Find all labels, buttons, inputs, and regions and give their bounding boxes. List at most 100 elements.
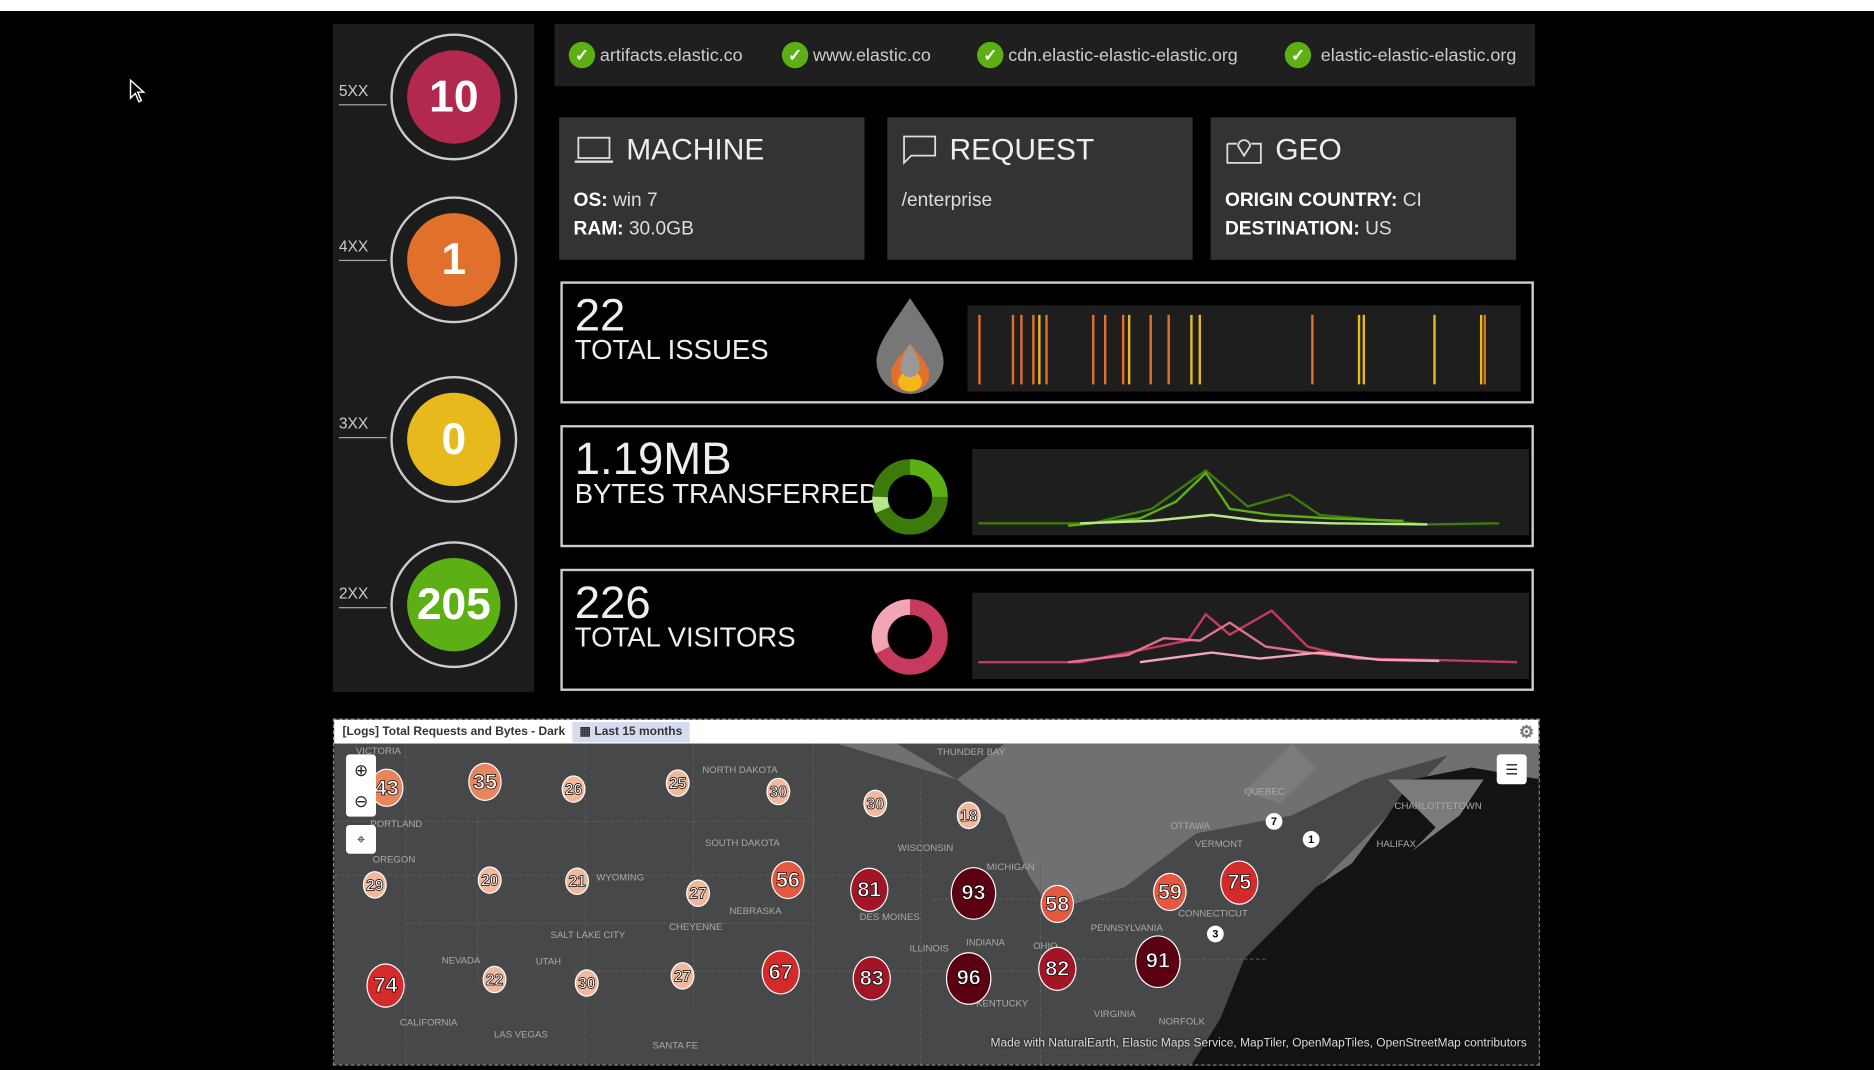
map-panel[interactable]: [Logs] Total Requests and Bytes - Dark ▦…	[332, 718, 1540, 1066]
map-cluster[interactable]: 21	[565, 867, 590, 896]
card-title: MACHINE	[626, 132, 765, 166]
status-count: 1	[407, 213, 501, 307]
map-place-label: WISCONSIN	[897, 842, 954, 854]
map-cluster[interactable]: 58	[1040, 884, 1075, 924]
map-cluster[interactable]: 75	[1220, 860, 1259, 905]
map-place-label: PORTLAND	[370, 818, 423, 830]
map-cluster[interactable]: 96	[945, 952, 992, 1005]
host-status-bar: ✓ artifacts.elastic.co ✓ www.elastic.co ✓ c…	[554, 23, 1536, 87]
gear-icon[interactable]: ⚙	[1518, 721, 1534, 741]
map-cluster[interactable]: 26	[561, 775, 586, 803]
map-cluster[interactable]: 30	[863, 789, 888, 818]
status-ring: 1	[390, 196, 518, 324]
map-cluster[interactable]: 27	[670, 962, 695, 990]
sparkline-series	[1139, 651, 1440, 664]
map-cluster[interactable]: 1	[1302, 830, 1320, 848]
metric-label: BYTES TRANSFERRED	[574, 477, 879, 509]
map-place-label: INDIANA	[966, 936, 1005, 948]
ram-value: 30.0GB	[628, 219, 694, 240]
zoom-out-button[interactable]: ⊖	[353, 790, 369, 811]
status-count: 205	[407, 557, 501, 652]
status-ring: 0	[390, 375, 518, 503]
bytes-donut	[872, 459, 948, 535]
map-place-label: NORFOLK	[1158, 1015, 1205, 1027]
map-place-label: SOUTH DAKOTA	[704, 837, 780, 849]
sparkline-series	[978, 469, 1500, 526]
status-label: 5XX	[338, 81, 369, 100]
host-name: artifacts.elastic.co	[599, 44, 743, 66]
metric-label: TOTAL VISITORS	[574, 621, 796, 653]
time-range-badge[interactable]: ▦ Last 15 months	[572, 721, 690, 742]
zoom-controls: ⊕ ⊖	[346, 754, 376, 817]
map-cluster[interactable]: 30	[766, 777, 791, 806]
map-cluster[interactable]: 29	[362, 871, 387, 899]
divider	[338, 104, 387, 106]
status-label: 3XX	[338, 414, 369, 433]
map-cluster[interactable]: 22	[482, 965, 507, 994]
map-cluster[interactable]: 91	[1135, 935, 1181, 988]
status-code-panel: 5XX 10 4XX 1 3XX 0 2XX 205	[332, 23, 535, 693]
map-cluster[interactable]: 83	[852, 956, 891, 1001]
map-cluster[interactable]: 67	[761, 950, 800, 995]
total-visitors-panel: 226 TOTAL VISITORS	[560, 568, 1534, 691]
host-item: ✓ elastic-elastic-elastic.org	[1284, 41, 1516, 69]
locate-button[interactable]: ⌖	[346, 825, 376, 854]
metric-value: 226	[574, 578, 651, 629]
check-icon: ✓	[781, 41, 809, 69]
zoom-in-button[interactable]: ⊕	[353, 759, 369, 779]
map-place-label: WYOMING	[596, 872, 645, 884]
origin-label: ORIGIN COUNTRY:	[1224, 190, 1398, 211]
map-cluster[interactable]: 27	[686, 879, 711, 908]
check-icon: ✓	[568, 41, 596, 69]
map-cluster[interactable]: 43	[369, 768, 404, 808]
request-card: REQUEST /enterprise	[887, 117, 1193, 260]
map-cluster[interactable]: 35	[468, 762, 502, 802]
map-cluster[interactable]: 59	[1153, 872, 1187, 912]
calendar-icon: ▦	[579, 725, 591, 739]
map-place-label: SALT LAKE CITY	[550, 929, 626, 941]
crosshair-icon: ⌖	[356, 830, 366, 848]
map-basemap	[334, 743, 1539, 1065]
map-cluster[interactable]: 81	[850, 867, 889, 912]
status-count: 0	[407, 392, 501, 487]
check-icon: ✓	[1284, 41, 1312, 69]
ram-label: RAM:	[573, 219, 624, 240]
visitors-donut	[871, 599, 948, 675]
bytes-transferred-panel: 1.19MB BYTES TRANSFERRED	[560, 425, 1534, 548]
host-name: www.elastic.co	[813, 44, 931, 66]
map-cluster[interactable]: 3	[1206, 925, 1224, 943]
status-ring: 205	[390, 541, 518, 669]
map-place-label: UTAH	[535, 956, 562, 967]
map-place-label: KENTUCKY	[976, 998, 1029, 1009]
metric-value: 22	[574, 290, 626, 342]
map-cluster[interactable]: 20	[477, 866, 502, 894]
map-place-label: QUEBEC	[1244, 786, 1285, 797]
sparkline-series	[978, 609, 1518, 664]
map-place-label: THUNDER BAY	[937, 746, 1006, 758]
map-cluster[interactable]: 18	[956, 801, 981, 830]
layer-control-button[interactable]: ☰	[1496, 754, 1527, 785]
map-place-label: CHARLOTTETOWN	[1394, 800, 1482, 812]
map-cluster[interactable]: 74	[366, 963, 405, 1008]
host-name: cdn.elastic-elastic-elastic.org	[1008, 44, 1238, 66]
map-cluster[interactable]: 56	[771, 860, 805, 900]
map-cluster[interactable]: 93	[950, 867, 997, 920]
map-cluster[interactable]: 7	[1265, 813, 1283, 830]
map-panel-header: [Logs] Total Requests and Bytes - Dark ▦…	[334, 719, 1539, 744]
os-value: win 7	[612, 190, 658, 211]
host-item: ✓ www.elastic.co	[781, 41, 931, 69]
map-place-label: OREGON	[372, 854, 416, 866]
divider	[338, 259, 387, 262]
map-place-label: SANTA FE	[652, 1039, 699, 1051]
map-cluster[interactable]: 30	[574, 969, 599, 997]
map-place-label: NEVADA	[441, 954, 481, 966]
bytes-sparkline	[972, 449, 1530, 536]
request-path: /enterprise	[901, 190, 993, 211]
host-item: ✓ cdn.elastic-elastic-elastic.org	[977, 41, 1238, 69]
map-pin-icon	[1226, 139, 1262, 164]
divider	[338, 437, 387, 439]
map-place-label: MICHIGAN	[986, 861, 1035, 873]
map-place-label: VICTORIA	[355, 745, 401, 757]
map-cluster[interactable]: 25	[665, 769, 690, 797]
map-cluster[interactable]: 82	[1038, 946, 1077, 991]
